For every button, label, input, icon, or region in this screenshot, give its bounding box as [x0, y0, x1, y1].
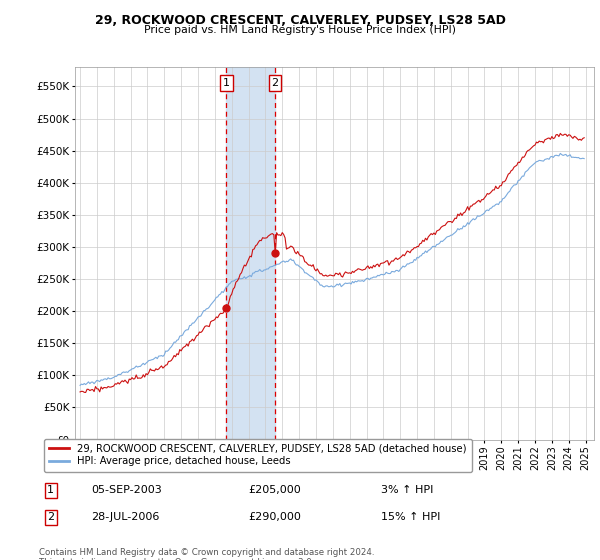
Bar — [226, 67, 275, 440]
Legend: 29, ROCKWOOD CRESCENT, CALVERLEY, PUDSEY, LS28 5AD (detached house), HPI: Averag: 29, ROCKWOOD CRESCENT, CALVERLEY, PUDSEY… — [44, 438, 472, 472]
Text: 2: 2 — [271, 78, 278, 88]
Text: Price paid vs. HM Land Registry's House Price Index (HPI): Price paid vs. HM Land Registry's House … — [144, 25, 456, 35]
Text: 15% ↑ HPI: 15% ↑ HPI — [381, 512, 440, 522]
Text: 1: 1 — [47, 486, 54, 496]
Text: 1: 1 — [223, 78, 230, 88]
Text: 2: 2 — [47, 512, 55, 522]
Text: 3% ↑ HPI: 3% ↑ HPI — [381, 486, 434, 496]
Text: Contains HM Land Registry data © Crown copyright and database right 2024.
This d: Contains HM Land Registry data © Crown c… — [39, 548, 374, 560]
Text: 28-JUL-2006: 28-JUL-2006 — [91, 512, 160, 522]
Text: 29, ROCKWOOD CRESCENT, CALVERLEY, PUDSEY, LS28 5AD: 29, ROCKWOOD CRESCENT, CALVERLEY, PUDSEY… — [95, 14, 505, 27]
Text: £205,000: £205,000 — [249, 486, 302, 496]
Text: £290,000: £290,000 — [249, 512, 302, 522]
Text: 05-SEP-2003: 05-SEP-2003 — [91, 486, 162, 496]
